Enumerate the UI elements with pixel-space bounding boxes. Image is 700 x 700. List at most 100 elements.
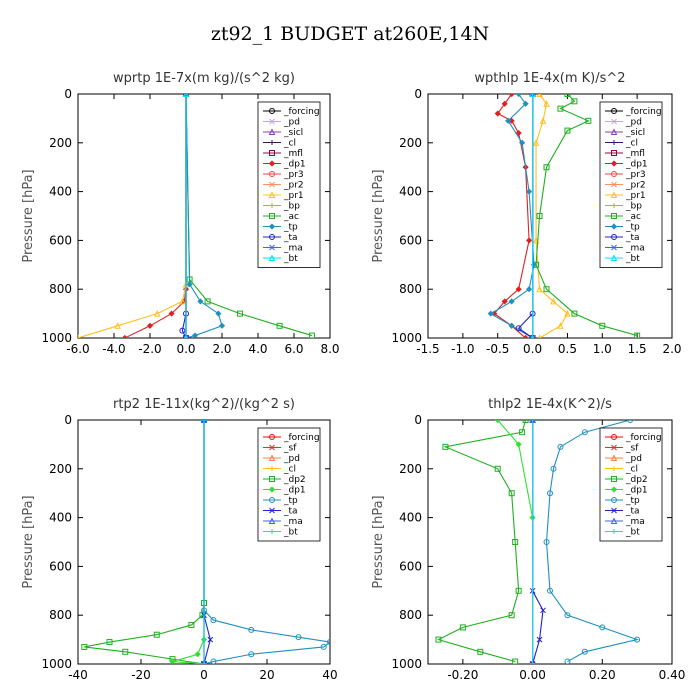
legend-label: _ta xyxy=(283,233,298,243)
series-line xyxy=(124,94,187,338)
series-point xyxy=(179,297,186,305)
legend-label: _ac xyxy=(283,212,299,222)
plot-frame xyxy=(77,93,331,339)
x-tick-label: 1.0 xyxy=(593,342,612,356)
legend-label: _ma xyxy=(625,517,645,527)
legend-marker xyxy=(269,140,275,145)
x-tick-label: -20 xyxy=(131,668,151,682)
x-tick-label: -6.0 xyxy=(66,342,89,356)
y-tick-label: 600 xyxy=(399,559,422,573)
legend-label: _dp1 xyxy=(625,160,648,170)
series-point xyxy=(197,298,204,305)
legend-label: _ma xyxy=(283,244,303,254)
legend-label: _forcing xyxy=(625,107,662,117)
legend-marker xyxy=(268,486,276,493)
series-point xyxy=(122,648,129,655)
legend-entry: _dp2 xyxy=(263,475,306,485)
legend-label: _pr3 xyxy=(283,170,304,180)
legend-label: _pd xyxy=(625,118,642,128)
legend-marker xyxy=(269,234,275,240)
legend-box xyxy=(599,427,663,542)
series-point xyxy=(188,621,195,628)
series-point xyxy=(501,100,508,107)
legend-marker xyxy=(611,529,617,534)
legend: _forcing_pd_sicl_cl_mfl_dp1_pr3_pr2_pr1_… xyxy=(599,101,663,268)
legend-label: _dp1 xyxy=(283,160,306,170)
legend-entry: _sicl xyxy=(263,128,303,138)
chart-panels: wprtp 1E-7x(m kg)/(s^2 kg)02004006008001… xyxy=(21,71,685,682)
legend-label: _mfl xyxy=(283,149,303,159)
series-point xyxy=(494,420,501,424)
series-group xyxy=(487,94,641,338)
series-ac xyxy=(533,94,641,338)
series-point xyxy=(218,322,226,329)
legend-entry: _tp xyxy=(263,223,298,233)
x-tick-label: 0.00 xyxy=(519,668,546,682)
legend-marker xyxy=(268,254,276,261)
x-tick-label: -0.5 xyxy=(486,342,509,356)
series-point xyxy=(564,658,571,664)
series-line xyxy=(436,420,527,663)
legend-entry: _ta xyxy=(263,233,298,243)
series-line xyxy=(497,420,534,518)
legend-entry: _sicl xyxy=(605,128,645,138)
series-line xyxy=(532,420,544,664)
y-tick-label: 400 xyxy=(399,185,422,199)
y-tick-label: 200 xyxy=(49,136,72,150)
legend-label: _forcing xyxy=(283,433,320,443)
legend-entry: _cl xyxy=(263,465,296,475)
x-tick-label: 0.5 xyxy=(558,342,577,356)
series-point xyxy=(599,624,606,631)
legend-entry: _dp1 xyxy=(263,486,306,496)
x-tick-label: 0.0 xyxy=(523,342,542,356)
legend-label: _bt xyxy=(283,528,298,538)
series-point xyxy=(515,587,522,594)
panel-title: wpthlp 1E-4x(m K)/s^2 xyxy=(474,71,625,86)
legend-entry: _tp xyxy=(263,496,298,506)
series-point xyxy=(201,661,207,664)
series-point xyxy=(522,334,529,338)
legend-marker xyxy=(611,466,617,471)
series-group xyxy=(435,420,641,664)
series-dp2 xyxy=(435,420,529,664)
series-point xyxy=(515,94,522,98)
y-tick-label: 0 xyxy=(414,413,422,427)
legend-marker xyxy=(268,160,276,167)
series-point xyxy=(106,639,113,646)
x-tick-label: -2.0 xyxy=(138,342,161,356)
legend-label: _ma xyxy=(283,517,303,527)
legend-label: _tp xyxy=(625,496,640,506)
series-point xyxy=(536,285,543,293)
series-line xyxy=(78,94,187,338)
legend-label: _pd xyxy=(283,454,300,464)
series-point xyxy=(571,98,578,105)
series-point xyxy=(519,429,526,436)
legend-marker xyxy=(268,223,276,230)
series-point xyxy=(539,117,547,124)
series-point xyxy=(81,643,88,650)
series-point xyxy=(564,127,571,134)
series-pr1 xyxy=(78,94,190,338)
legend-entry: _dp2 xyxy=(605,475,648,485)
legend-marker xyxy=(268,517,276,524)
legend-marker xyxy=(610,517,618,524)
legend-entry: _mfl xyxy=(263,149,303,159)
series-bt xyxy=(530,420,536,664)
x-tick-label: -1.0 xyxy=(451,342,474,356)
series-dp2 xyxy=(81,420,207,664)
legend-marker xyxy=(610,454,618,461)
legend-label: _dp1 xyxy=(283,486,306,496)
series-line xyxy=(545,420,640,663)
series-point xyxy=(564,309,571,317)
series-point xyxy=(515,441,522,448)
series-point xyxy=(540,607,546,614)
series-point xyxy=(215,310,222,317)
legend-marker xyxy=(611,434,617,440)
legend-marker xyxy=(610,160,618,167)
legend-entry: _ac xyxy=(605,212,641,222)
y-tick-label: 400 xyxy=(399,511,422,525)
series-point xyxy=(186,281,193,288)
series-point xyxy=(581,648,588,655)
series-point xyxy=(522,420,529,423)
series-point xyxy=(557,105,564,112)
